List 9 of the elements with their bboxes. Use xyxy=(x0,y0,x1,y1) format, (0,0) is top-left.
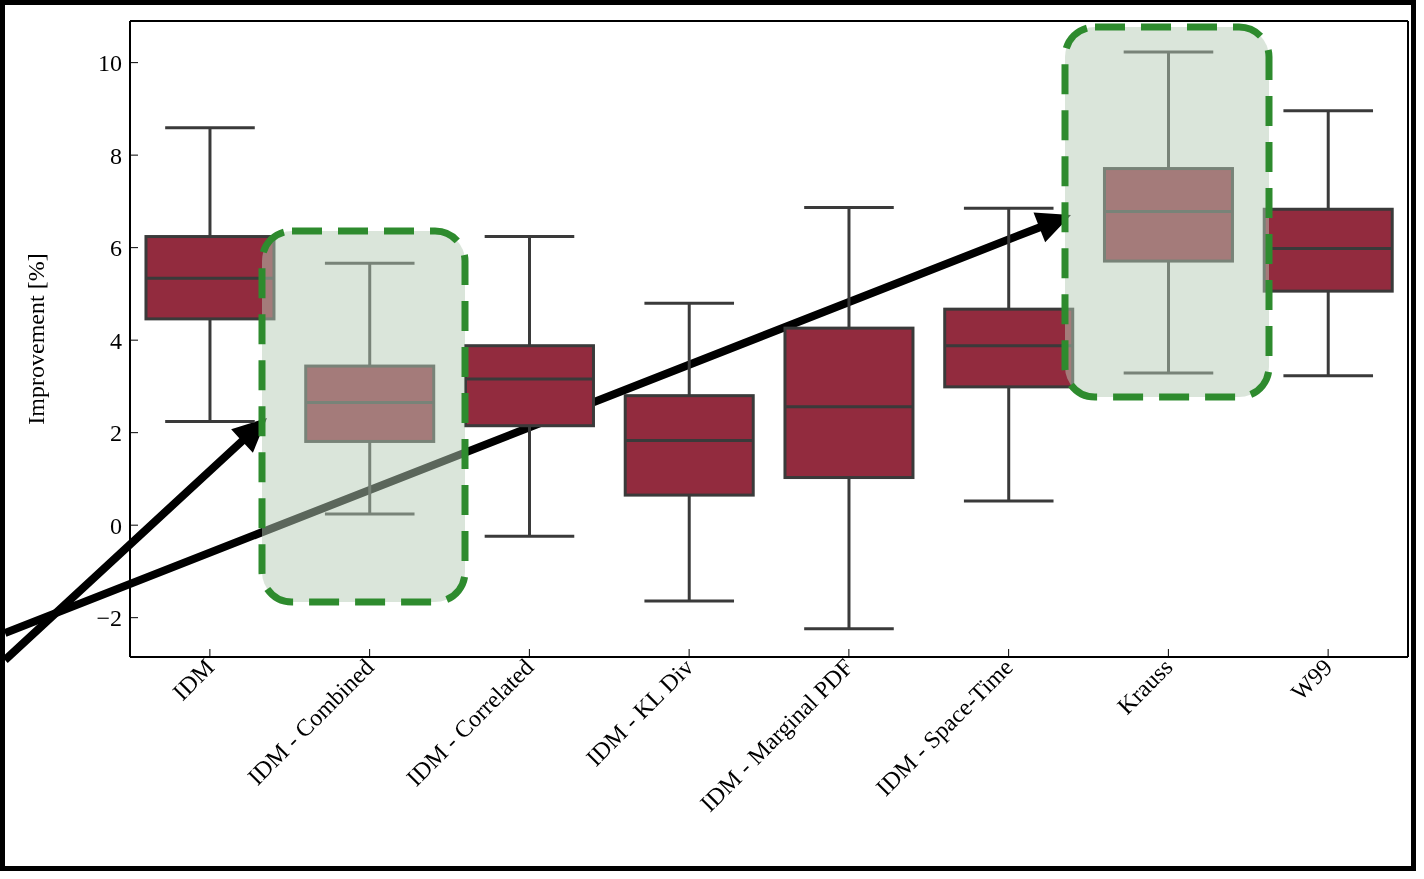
y-tick-label: 0 xyxy=(110,512,122,539)
y-tick-label: −2 xyxy=(96,605,122,632)
x-tick-label: W99 xyxy=(1285,653,1338,706)
y-tick-label: 4 xyxy=(110,327,122,354)
y-tick-label: 10 xyxy=(98,50,122,77)
y-tick-label: 2 xyxy=(110,420,122,447)
y-axis-title: Improvement [%] xyxy=(22,253,49,425)
y-tick-label: 8 xyxy=(110,142,122,169)
y-tick-label: 6 xyxy=(110,235,122,262)
